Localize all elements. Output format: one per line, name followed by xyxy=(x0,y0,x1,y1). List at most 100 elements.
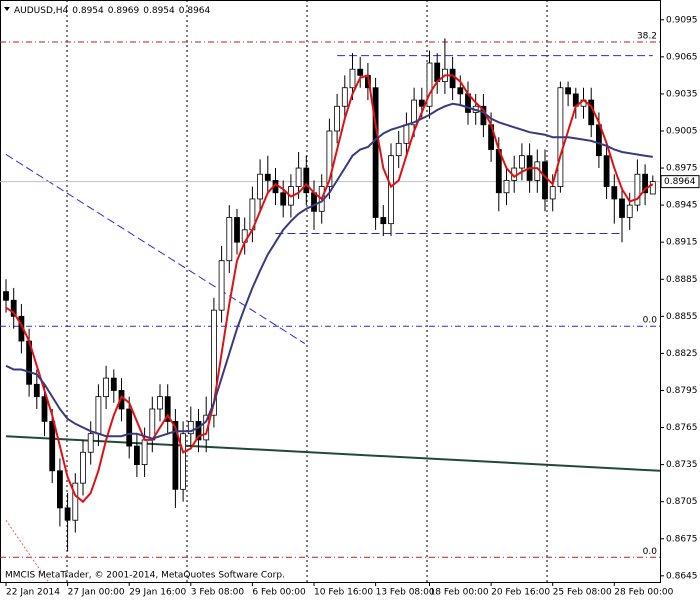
candle-body xyxy=(110,377,117,391)
moving-average xyxy=(5,74,654,504)
x-tick-label: 28 Feb 00:00 xyxy=(614,588,673,598)
candle-body xyxy=(257,173,264,200)
copyright: MMCIS MetaTrader, © 2001-2014, MetaQuote… xyxy=(5,571,285,581)
y-tick-label: 0.8975 xyxy=(666,164,698,174)
candle-body xyxy=(503,180,510,194)
x-tick-label: 27 Jan 00:00 xyxy=(68,588,125,598)
candle-body xyxy=(372,87,379,218)
candle-body xyxy=(126,408,133,447)
menu-arrow[interactable] xyxy=(4,7,10,11)
candle-body xyxy=(72,482,79,521)
y-tick-label: 0.8825 xyxy=(666,349,698,359)
candle-body xyxy=(187,420,194,435)
x-tick-label: 18 Feb 00:00 xyxy=(430,588,489,598)
candle-body xyxy=(542,161,548,200)
candle-body xyxy=(133,445,140,466)
candle-body xyxy=(603,155,610,187)
candle-body xyxy=(426,62,433,107)
y-tick-label: 0.8915 xyxy=(666,238,698,248)
candle-body xyxy=(626,204,633,218)
candle-body xyxy=(218,260,225,311)
x-tick-label: 3 Feb 08:00 xyxy=(191,588,245,598)
y-tick-label: 0.8675 xyxy=(666,534,698,544)
candle-body xyxy=(311,192,317,212)
y-tick-label: 0.9065 xyxy=(666,52,698,62)
candle-body xyxy=(418,99,425,107)
x-tick-label: 22 Jan 2014 xyxy=(6,588,60,598)
y-tick-label: 0.8945 xyxy=(666,201,698,211)
y-tick-label: 0.8795 xyxy=(666,386,698,396)
candle-body xyxy=(388,155,394,225)
plot: 38.2 0.0 0.0 xyxy=(0,0,661,583)
y-tick-label: 0.9095 xyxy=(666,15,698,25)
candle-body xyxy=(449,68,456,89)
candle-body xyxy=(334,105,341,132)
candle-body xyxy=(195,420,202,441)
candle-body xyxy=(80,451,86,484)
candle-body xyxy=(403,124,410,144)
candle-body xyxy=(157,396,163,410)
candle-body xyxy=(87,433,94,453)
candle-body xyxy=(3,291,9,301)
price-label: 0.8964 xyxy=(664,177,696,187)
candle-body xyxy=(103,377,109,398)
candle-body xyxy=(226,217,233,262)
x-tick-label: 29 Jan 16:00 xyxy=(129,588,186,598)
candle-body xyxy=(164,396,171,422)
x-tick-label: 13 Feb 08:00 xyxy=(376,588,435,598)
level-label: 0.0 xyxy=(643,547,658,557)
candle-body xyxy=(341,87,348,107)
y-tick-label: 0.8705 xyxy=(666,497,698,507)
header: AUDUSD,H4 0.8954 0.8969 0.8954 0.8964 xyxy=(14,6,211,16)
candle-body xyxy=(634,173,641,206)
candle-body xyxy=(264,173,271,181)
candle-body xyxy=(234,217,240,243)
candle-body xyxy=(349,68,356,89)
trendline xyxy=(5,519,49,583)
y-tick-label: 0.8735 xyxy=(666,460,698,470)
level-label: 0.0 xyxy=(643,316,658,326)
candle-body xyxy=(172,420,179,490)
candle-body xyxy=(326,130,333,187)
candle-body xyxy=(41,396,48,422)
candle-body xyxy=(295,167,302,187)
candle-body xyxy=(380,217,387,225)
candle-body xyxy=(64,507,71,521)
candle-body xyxy=(519,155,525,169)
y-tick-label: 0.8855 xyxy=(666,312,698,322)
candle-body xyxy=(10,299,17,317)
x-tick-label: 25 Feb 08:00 xyxy=(553,588,612,598)
candle-body xyxy=(357,68,364,76)
y-tick-label: 0.9005 xyxy=(666,126,698,136)
candle-body xyxy=(49,420,56,472)
price-label-box xyxy=(660,175,700,189)
x-tick-label: 6 Feb 00:00 xyxy=(252,588,306,598)
candle-body xyxy=(280,192,287,206)
y-tick-label: 0.9035 xyxy=(666,89,698,99)
trendline xyxy=(5,435,661,472)
candle-body xyxy=(434,62,441,82)
candle-body xyxy=(619,198,625,218)
candle-body xyxy=(411,99,418,126)
candle-body xyxy=(210,309,217,416)
candle-body xyxy=(457,87,464,95)
candle-body xyxy=(33,383,40,398)
y-tick-label: 0.8645 xyxy=(666,571,698,581)
candle-body xyxy=(180,433,187,490)
trendline xyxy=(5,154,306,344)
candle-body xyxy=(57,470,63,509)
moving-average xyxy=(5,102,653,440)
candle-body xyxy=(611,186,618,200)
candle-body xyxy=(95,396,102,435)
candle-body xyxy=(395,142,402,157)
candle-body xyxy=(549,186,556,200)
y-tick-label: 0.8885 xyxy=(666,275,698,285)
candle-body xyxy=(642,173,648,194)
candle-body xyxy=(649,181,656,195)
x-tick-label: 20 Feb 16:00 xyxy=(491,588,550,598)
candle-body xyxy=(565,87,571,95)
candle-body xyxy=(303,167,310,194)
y-tick-label: 0.8765 xyxy=(666,423,698,433)
